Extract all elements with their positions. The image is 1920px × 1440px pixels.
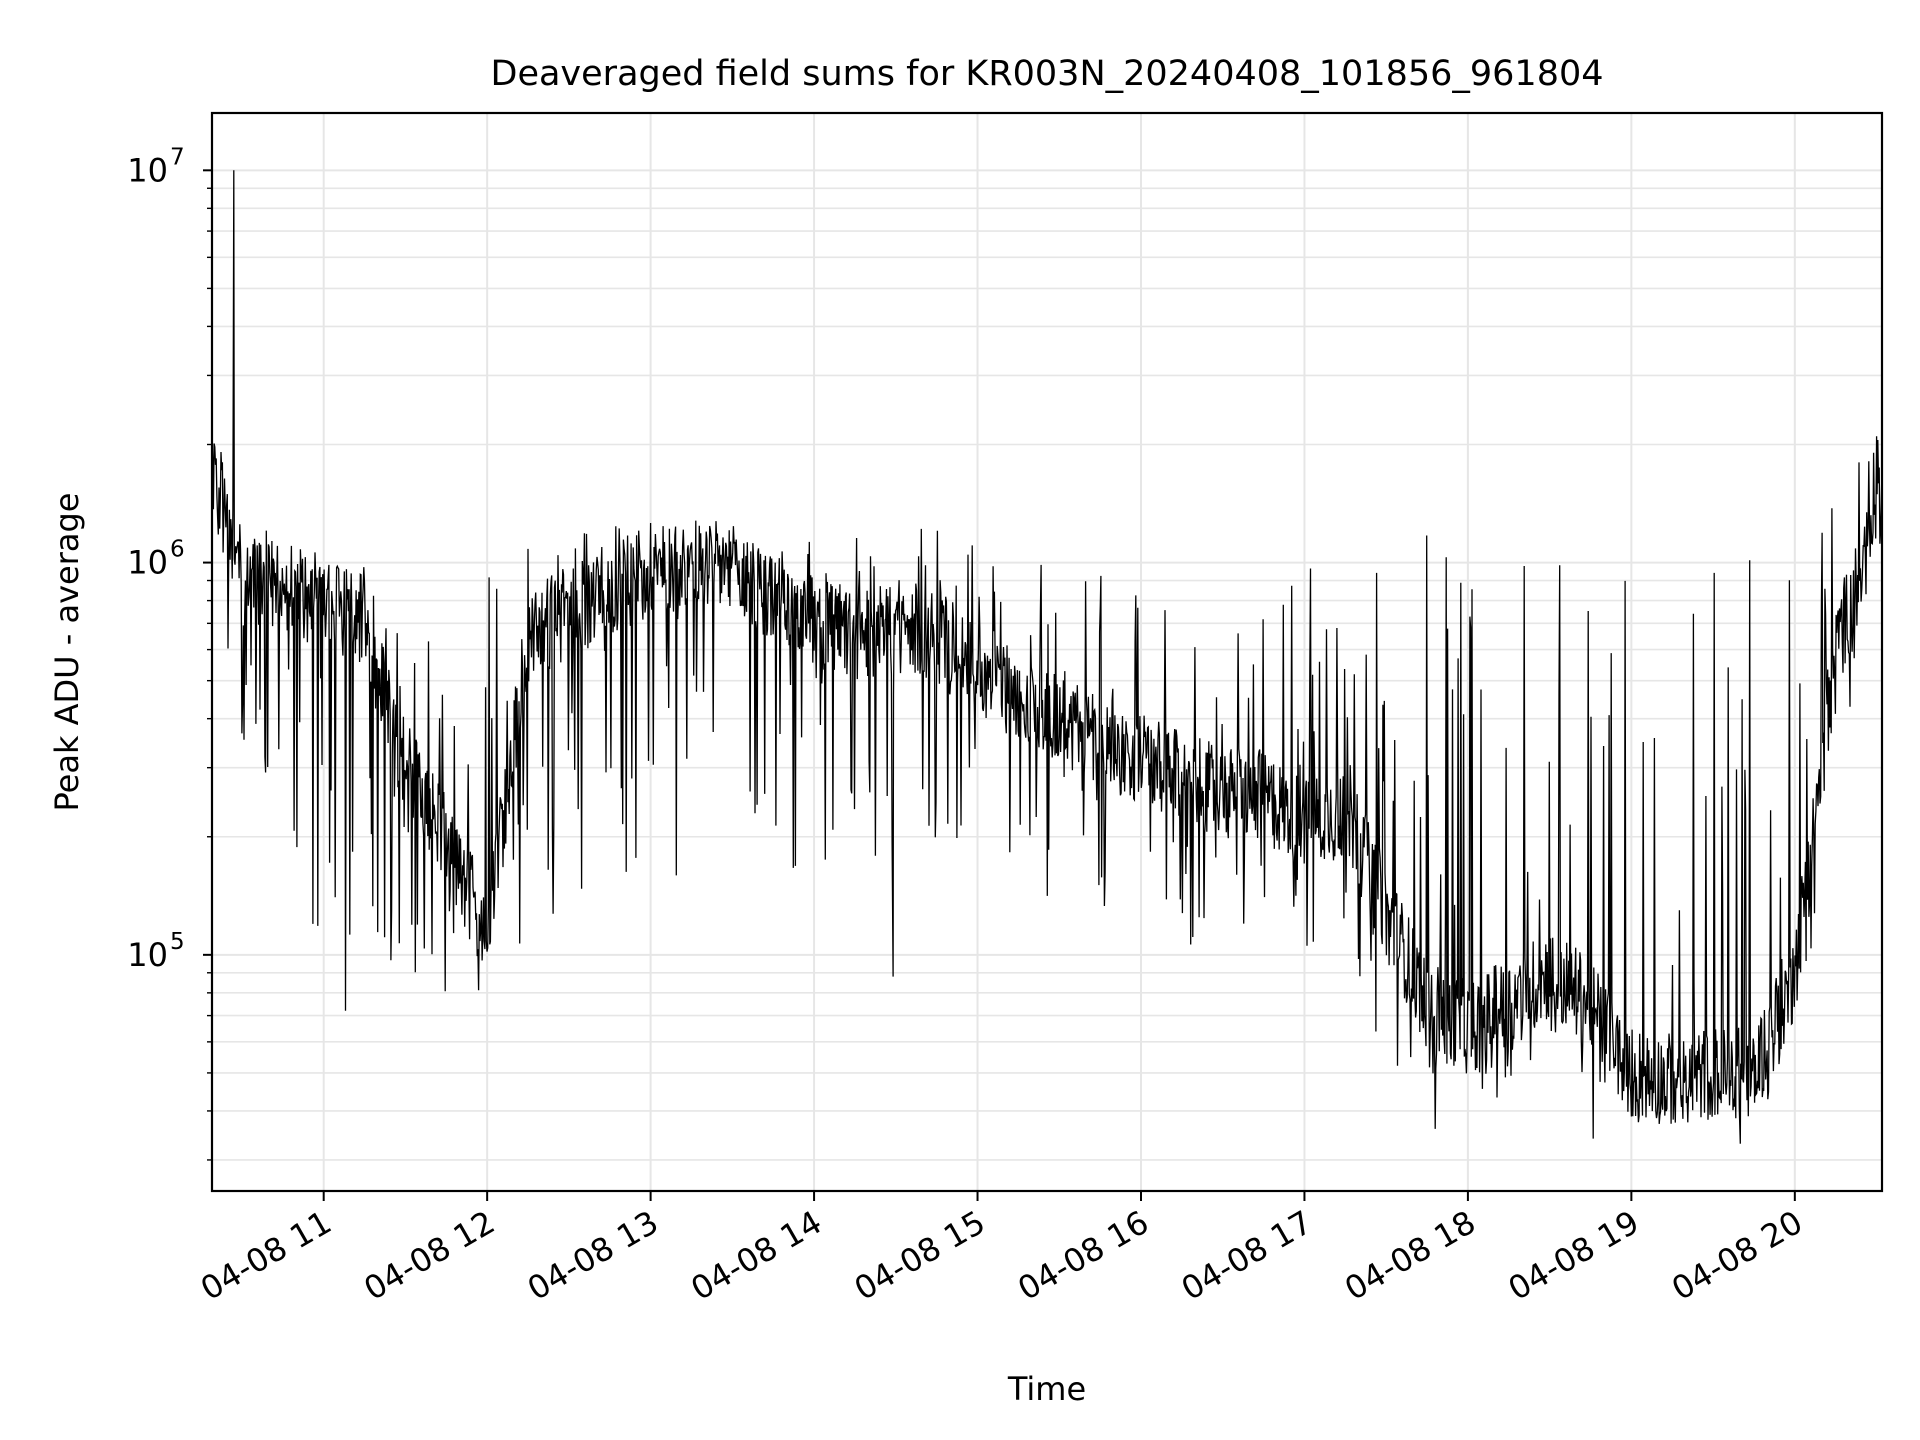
data-series (211, 170, 1883, 1144)
y-tick-exponent: 7 (170, 144, 185, 170)
series-line (211, 170, 1883, 1144)
y-tick-exponent: 5 (170, 929, 185, 955)
chart-title: Deaveraged field sums for KR003N_2024040… (491, 54, 1604, 94)
x-tick-label: 04-08 11 (194, 1203, 338, 1308)
x-tick-label: 04-08 17 (1175, 1203, 1319, 1308)
x-tick-label: 04-08 12 (358, 1203, 502, 1308)
gridlines (212, 113, 1882, 1191)
x-axis-label: Time (1007, 1370, 1086, 1408)
plot-area-frame (210, 111, 1884, 1193)
y-axis-label: Peak ADU - average (48, 493, 86, 812)
y-tick-label: 10 (127, 151, 168, 189)
x-tick-label: 04-08 19 (1502, 1203, 1646, 1308)
x-tick-label: 04-08 15 (848, 1203, 992, 1308)
x-tick-label: 04-08 16 (1011, 1203, 1155, 1308)
y-tick-label: 10 (127, 544, 168, 582)
y-tick-exponent: 6 (170, 537, 185, 563)
x-tick-label: 04-08 18 (1338, 1203, 1482, 1308)
x-axis: 04-08 11 04-08 12 04-08 13 04-08 14 04-08 15… (194, 1191, 1809, 1308)
x-tick-label: 04-08 13 (521, 1203, 665, 1308)
y-tick-label: 10 (127, 936, 168, 974)
x-tick-label: 04-08 20 (1665, 1203, 1809, 1308)
x-tick-label: 04-08 14 (684, 1203, 828, 1308)
